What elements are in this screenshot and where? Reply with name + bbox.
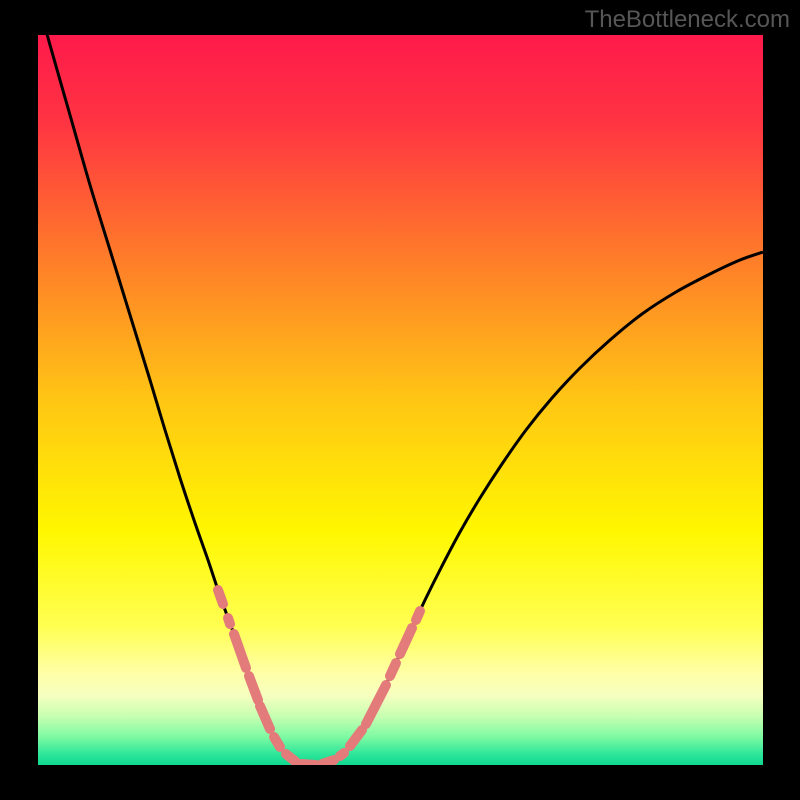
watermark-text: TheBottleneck.com xyxy=(585,6,790,34)
highlight-dash xyxy=(322,760,334,764)
highlight-dash xyxy=(340,753,344,756)
highlight-dash xyxy=(302,764,316,765)
highlight-dash xyxy=(416,611,420,620)
chart-canvas xyxy=(0,0,800,800)
highlight-dash xyxy=(218,590,223,604)
plot-area xyxy=(38,0,763,765)
highlight-dash xyxy=(390,663,396,676)
highlight-dash xyxy=(228,618,230,624)
highlight-dash xyxy=(274,737,280,747)
highlight-dash xyxy=(286,754,296,762)
